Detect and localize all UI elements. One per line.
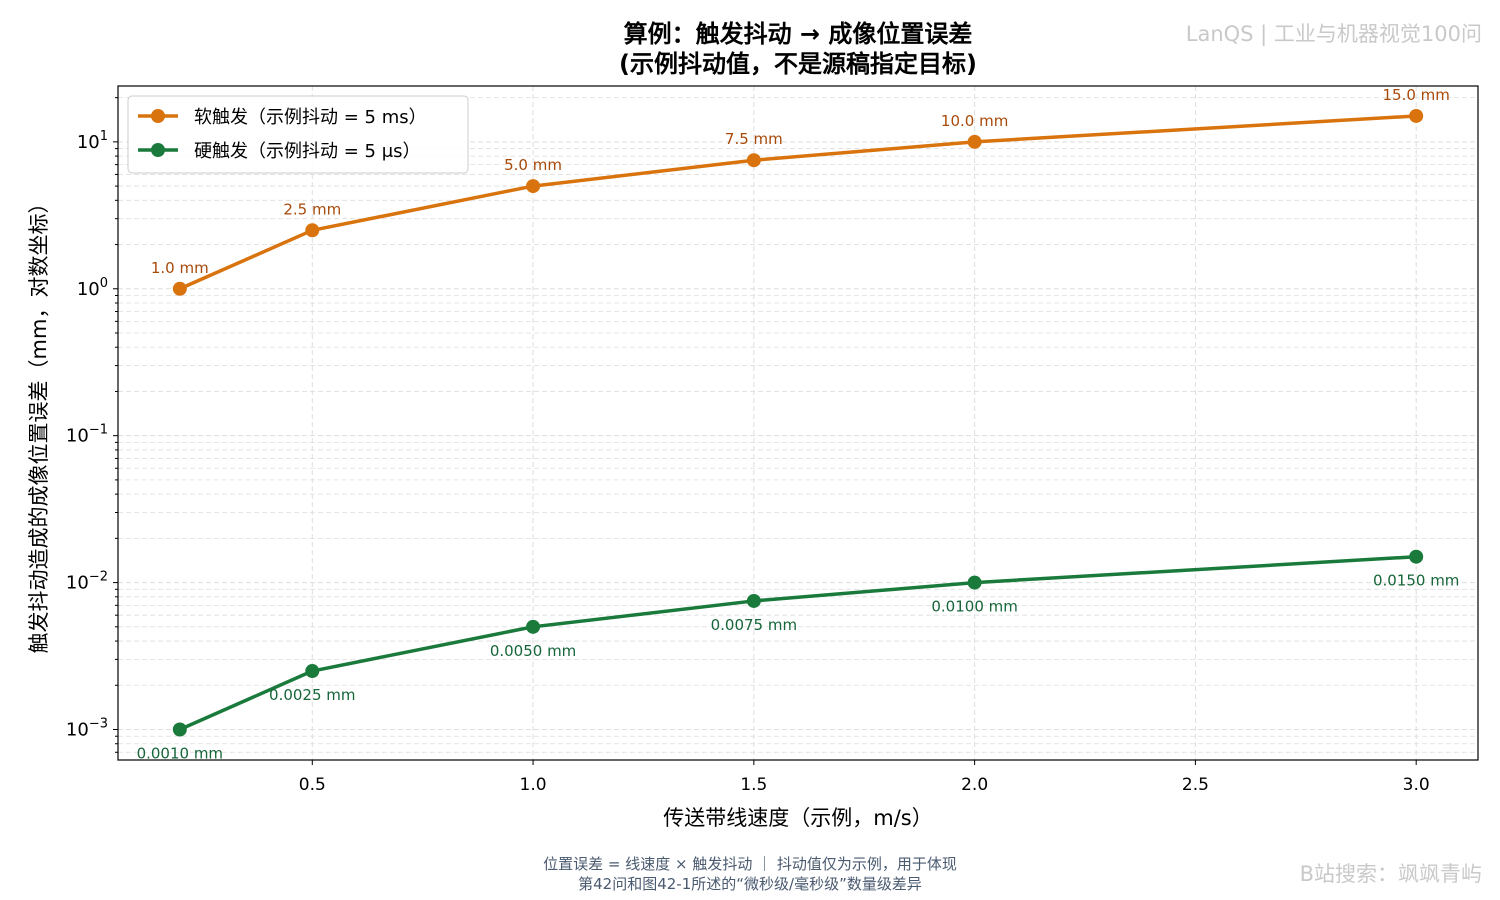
data-label: 0.0050 mm [490,642,576,660]
data-point [967,575,982,590]
data-point [172,722,187,737]
y-tick-label: 10−3 [66,717,108,741]
data-label: 0.0150 mm [1373,572,1459,590]
legend-swatch-marker [151,143,165,157]
data-point [1409,108,1424,123]
x-tick-label: 3.0 [1403,775,1430,795]
legend-label: 硬触发（示例抖动 = 5 μs） [194,141,421,162]
data-point [1409,549,1424,564]
x-tick-label: 2.0 [961,775,988,795]
data-label: 7.5 mm [725,130,783,148]
x-tick-label: 0.5 [299,775,326,795]
watermark-top-right: LanQS | 工业与机器视觉100问 [1185,22,1482,46]
legend-box [127,95,469,174]
x-tick-label: 2.5 [1182,775,1209,795]
data-point [172,281,187,296]
plot-frame [117,85,1479,761]
data-label: 0.0100 mm [931,598,1017,616]
watermark-bottom-right: B站搜索：飒飒青屿 [1299,862,1482,886]
data-label: 0.0010 mm [137,745,223,763]
series-line-1 [179,554,1417,732]
data-point [305,223,320,238]
data-point [526,619,541,634]
y-tick-label: 100 [77,276,108,300]
y-tick-label: 10−2 [66,570,108,594]
data-label: 2.5 mm [283,200,341,218]
x-tick-label: 1.0 [520,775,547,795]
footer-note-line2: 第42问和图42-1所述的“微秒级/毫秒级”数量级差异 [578,875,922,893]
chart-title-line2: (示例抖动值，不是源稿指定目标) [619,50,977,78]
legend-swatch-marker [151,109,165,123]
chart-title-line1: 算例：触发抖动 → 成像位置误差 [623,20,973,48]
data-label: 5.0 mm [504,156,562,174]
legend-label: 软触发（示例抖动 = 5 ms） [194,107,427,128]
x-tick-label: 1.5 [740,775,767,795]
data-label: 10.0 mm [941,112,1008,130]
series-line-0 [179,114,1417,291]
data-label: 1.0 mm [151,259,209,277]
data-label: 15.0 mm [1382,86,1449,104]
data-point [526,179,541,194]
data-point [305,664,320,679]
data-label: 0.0075 mm [711,616,797,634]
data-label: 0.0025 mm [269,686,355,704]
data-point [746,593,761,608]
data-point [746,153,761,168]
x-axis-label: 传送带线速度（示例，m/s） [663,806,932,830]
y-tick-label: 101 [77,129,108,153]
data-point [967,134,982,149]
y-tick-label: 10−1 [66,423,108,447]
footer-note-line1: 位置误差 = 线速度 × 触发抖动 ｜ 抖动值仅为示例，用于体现 [543,855,957,873]
y-axis-label: 触发抖动造成的成像位置误差（mm，对数坐标） [27,193,51,654]
